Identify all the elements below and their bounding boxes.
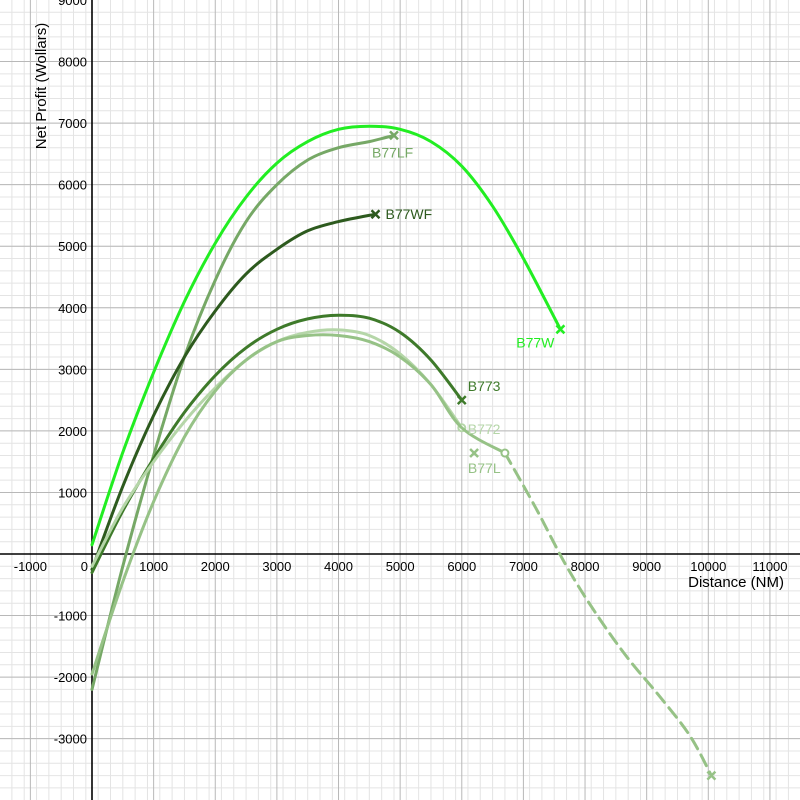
- label-b77wf: B77WF: [385, 206, 432, 222]
- series-b77w-line: [90, 124, 562, 547]
- y-tick-label: 6000: [58, 178, 87, 193]
- y-tick-label: 2000: [58, 424, 87, 439]
- series-b773: [90, 313, 467, 574]
- y-tick-label: -3000: [54, 732, 87, 747]
- y-tick-label: 4000: [58, 301, 87, 316]
- label-b772: B772: [468, 421, 501, 437]
- marker-stroke: [456, 395, 467, 405]
- marker-stroke: [469, 448, 479, 458]
- series-b77l: [90, 333, 717, 781]
- x-tick-label: 7000: [509, 559, 538, 574]
- x-tick-label: 4000: [324, 559, 353, 574]
- series-b77l-line: [90, 333, 507, 676]
- series-b77l-extension-end-marker: [706, 770, 717, 781]
- y-tick-label: 3000: [58, 362, 87, 377]
- y-tick-label: 7000: [58, 116, 87, 131]
- series-b773-end-marker: [456, 395, 467, 405]
- y-axis-title: Net Profit (Wollars): [33, 23, 50, 149]
- x-tick-label: 8000: [571, 559, 600, 574]
- series-lines: [90, 124, 717, 781]
- marker-stroke: [370, 209, 381, 220]
- y-tick-label: 1000: [58, 485, 87, 500]
- x-tick-label: 10000: [690, 559, 726, 574]
- series-b77w-end-marker: [555, 324, 566, 335]
- x-axis-title: Distance (NM): [688, 574, 784, 591]
- label-b773: B773: [468, 378, 501, 394]
- x-tick-label: 5000: [386, 559, 415, 574]
- series-b77lf: [90, 130, 399, 691]
- series-b773-line: [90, 313, 464, 574]
- x-tick-label: 11000: [752, 559, 787, 574]
- series-b77wf: [90, 209, 381, 571]
- label-b77lf: B77LF: [372, 144, 413, 160]
- x-tick-label: 6000: [447, 559, 476, 574]
- series-b77wf-end-marker: [370, 209, 381, 220]
- series-b77lf-line: [90, 133, 396, 691]
- label-b77w: B77W: [516, 334, 555, 350]
- x-tick-label: 1000: [139, 559, 168, 574]
- series-b77w: [90, 124, 566, 547]
- x-tick-label: 2000: [201, 559, 230, 574]
- series-b77l-end-marker: [500, 448, 510, 458]
- series-labels: B77LF B77WF B77W B773 B772 B77L: [372, 144, 555, 476]
- marker-stroke: [706, 770, 717, 781]
- x-tick-label: 9000: [632, 559, 661, 574]
- series-b77l-dashed-extension: [503, 451, 713, 778]
- series-b77wf-line: [90, 212, 377, 571]
- marker-stroke: [389, 130, 399, 141]
- series-b77lf-end-marker: [389, 130, 399, 141]
- y-tick-label: -1000: [54, 609, 87, 624]
- marker-stroke: [555, 324, 566, 335]
- label-b77l: B77L: [468, 460, 501, 476]
- tick-labels: -1000 0 1000 2000 3000 4000 5000 6000 7000 8000 90…: [14, 0, 788, 747]
- y-tick-label: -2000: [54, 670, 87, 685]
- x-tick-label: 3000: [262, 559, 291, 574]
- y-tick-label: 5000: [58, 239, 87, 254]
- y-tick-label: 9000: [58, 0, 87, 8]
- x-tick-label: -1000: [14, 559, 47, 574]
- x-tick-label: 0: [81, 559, 88, 574]
- series-b77l-inner-marker: [469, 448, 479, 458]
- y-tick-label: 8000: [58, 55, 87, 70]
